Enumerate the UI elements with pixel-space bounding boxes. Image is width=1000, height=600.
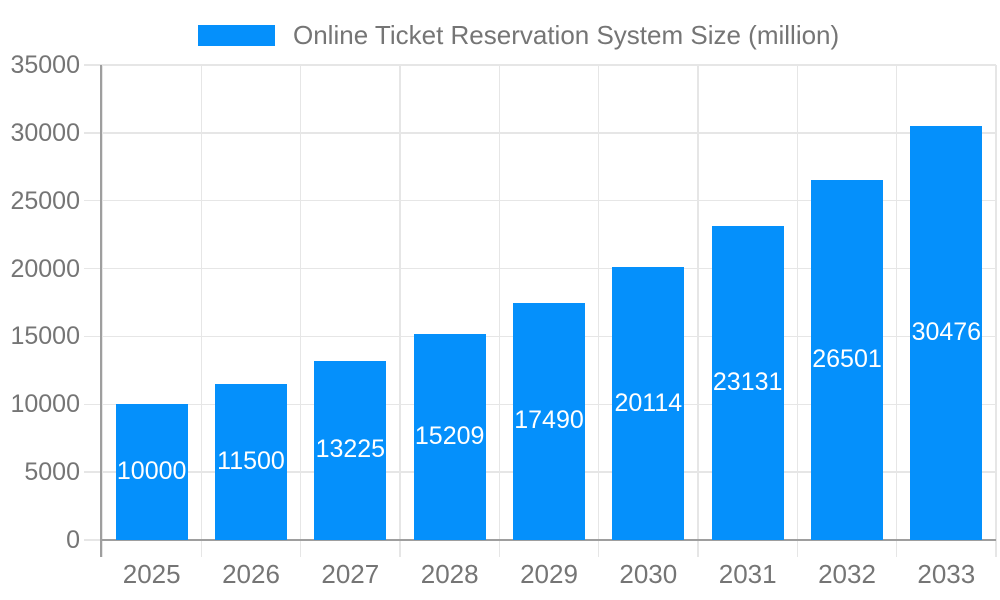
v-gridline	[101, 65, 103, 557]
x-tick-label: 2033	[917, 559, 976, 589]
bar-value-label: 13225	[315, 435, 386, 464]
x-tick-label: 2031	[718, 559, 777, 589]
bar-value-label: 15209	[414, 421, 485, 450]
bar-value-label: 10000	[116, 457, 187, 486]
v-gridline	[895, 65, 898, 557]
v-gridline	[995, 65, 997, 557]
y-tick-label: 5000	[24, 458, 80, 487]
x-tick-label: 2025	[122, 559, 181, 589]
h-gridline	[84, 132, 996, 134]
bar-2032	[811, 180, 883, 540]
v-gridline	[498, 65, 501, 557]
x-axis-line	[100, 539, 996, 541]
v-gridline	[200, 65, 203, 557]
x-tick-label: 2028	[420, 559, 479, 589]
bar-value-label: 23131	[712, 368, 783, 397]
bar-2028	[413, 333, 486, 540]
y-tick-label: 35000	[10, 51, 80, 79]
legend-swatch-icon	[198, 25, 275, 46]
x-tick-label: 2027	[321, 559, 380, 589]
legend-label: Online Ticket Reservation System Size (m…	[293, 20, 840, 50]
bar-2029	[513, 302, 585, 540]
y-axis-line	[100, 65, 102, 557]
v-gridline	[399, 65, 401, 557]
x-tick-label: 2026	[222, 559, 280, 589]
bar-2027	[314, 360, 387, 540]
bar-2026	[215, 383, 287, 540]
bar-value-label: 11500	[217, 446, 285, 475]
bar-2033	[910, 126, 983, 540]
h-gridline	[84, 267, 996, 270]
y-tick-label: 30000	[10, 118, 80, 147]
x-tick-label: 2032	[818, 559, 876, 589]
bar-value-label: 30476	[911, 318, 982, 347]
y-tick-label: 10000	[10, 390, 80, 419]
y-tick-label: 20000	[10, 254, 80, 283]
bar-2030	[612, 267, 685, 540]
v-gridline	[597, 65, 600, 557]
y-tick-label: 0	[66, 526, 80, 554]
y-tick-label: 15000	[10, 322, 80, 351]
x-tick-label: 2029	[520, 559, 578, 589]
legend-item[interactable]: Online Ticket Reservation System Size (m…	[198, 20, 839, 51]
bar-2031	[711, 226, 784, 540]
v-gridline	[697, 65, 699, 557]
bar-value-label: 26501	[812, 345, 882, 374]
bar-value-label: 17490	[514, 406, 584, 435]
h-gridline	[84, 64, 996, 66]
bar-2025	[115, 404, 188, 540]
bar-value-label: 20114	[614, 388, 683, 417]
v-gridline	[299, 65, 302, 557]
y-tick-label: 25000	[10, 186, 80, 215]
v-gridline	[796, 65, 799, 557]
h-gridline	[84, 199, 996, 202]
x-tick-label: 2030	[619, 559, 678, 589]
